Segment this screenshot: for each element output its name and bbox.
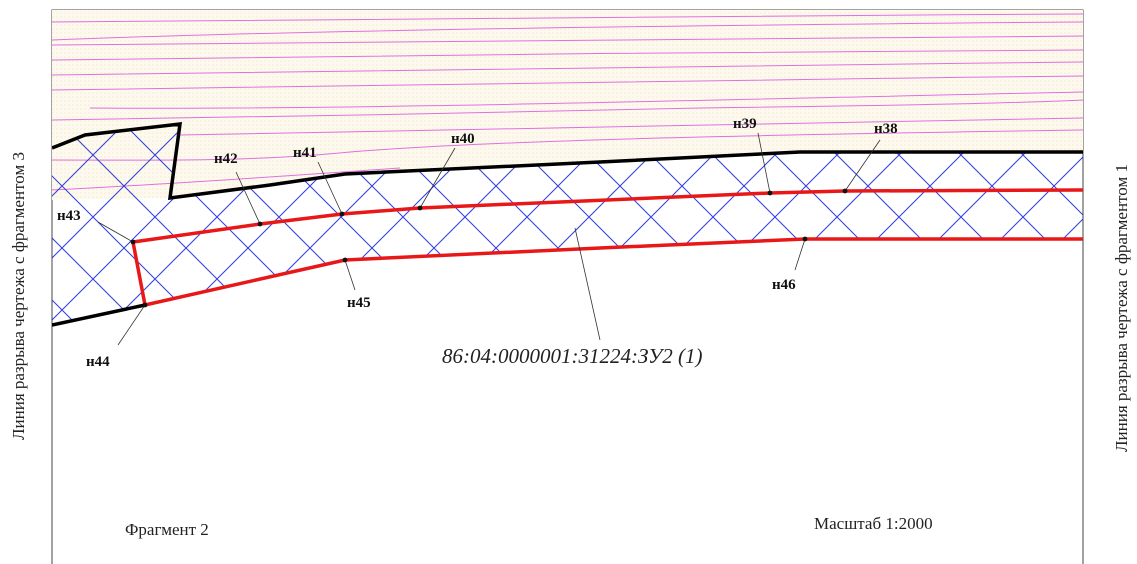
label-n39: н39 <box>733 116 757 132</box>
existing-boundary <box>52 122 1083 201</box>
point-n39 <box>767 190 773 196</box>
label-n42: н42 <box>214 151 238 167</box>
point-n43 <box>130 239 136 245</box>
left-break-label: Линия разрыва чертежа с фрагментом 3 <box>9 152 28 440</box>
label-n46: н46 <box>772 277 796 293</box>
point-n40 <box>417 205 423 211</box>
point-n42 <box>257 221 263 227</box>
leader-lines <box>97 132 881 346</box>
parcel-boundary <box>130 188 1083 308</box>
point-n38 <box>842 188 848 194</box>
existing-boundary-lower <box>52 303 146 327</box>
point-n45 <box>342 257 348 263</box>
point-n46 <box>802 236 808 242</box>
label-n43: н43 <box>57 208 81 224</box>
right-break-label: Линия разрыва чертежа с фрагментом 1 <box>1112 164 1131 452</box>
fragment-label: Фрагмент 2 <box>125 520 209 539</box>
label-n40: н40 <box>451 131 475 147</box>
scale-label: Масштаб 1:2000 <box>814 514 933 533</box>
point-n41 <box>339 211 345 217</box>
point-n44 <box>142 302 148 308</box>
hatched-zone <box>52 124 1083 325</box>
boundary-points <box>130 188 848 308</box>
label-n41: н41 <box>293 145 317 161</box>
label-n44: н44 <box>86 354 110 370</box>
parcel-label: 86:04:0000001:31224:ЗУ2 (1) <box>442 344 702 368</box>
label-n38: н38 <box>874 121 898 137</box>
label-n45: н45 <box>347 295 371 311</box>
